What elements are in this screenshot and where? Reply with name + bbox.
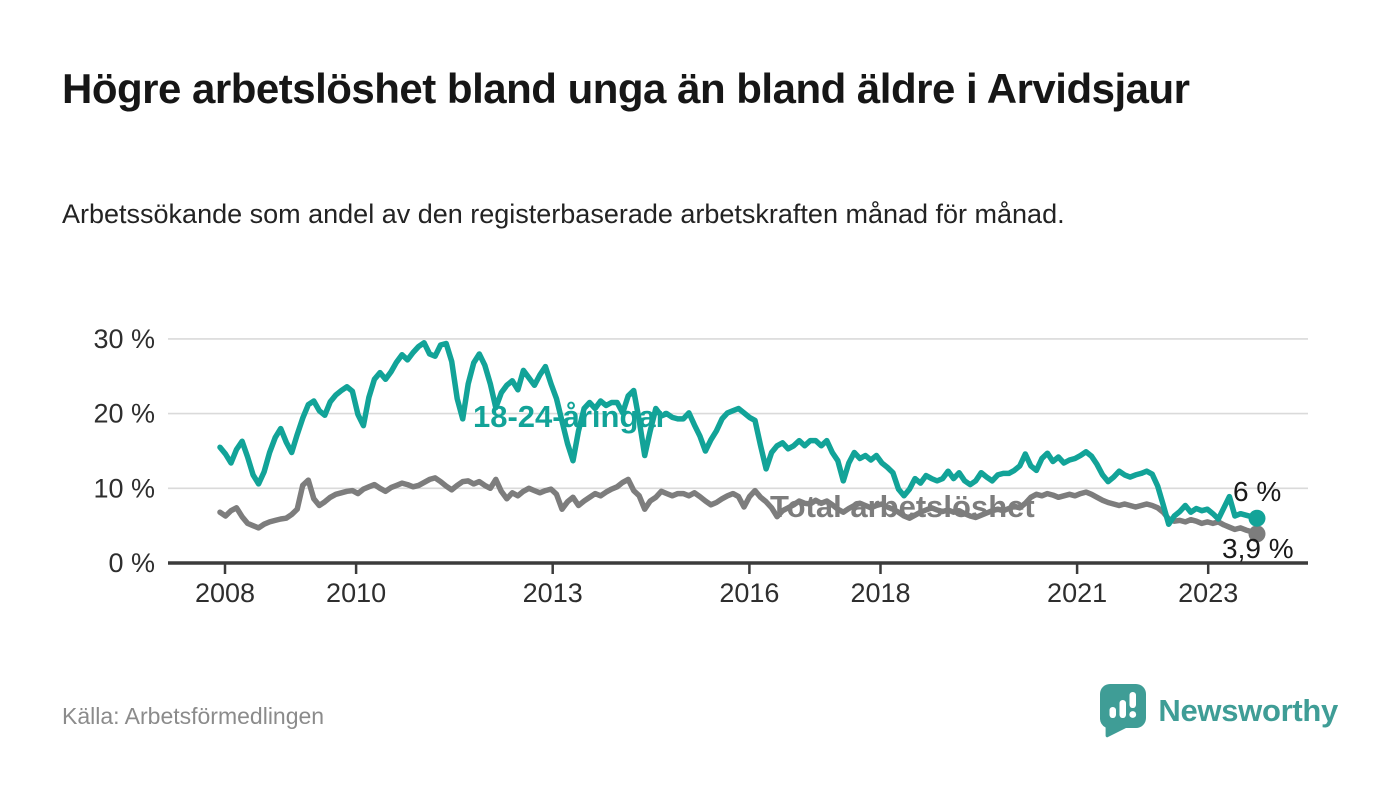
x-tick-label-2013: 2013 — [523, 578, 583, 608]
y-tick-label-10: 10 % — [93, 473, 155, 503]
newsworthy-brand: Newsworthy — [1100, 684, 1338, 738]
y-tick-label-20: 20 % — [93, 399, 155, 429]
x-axis: 2008 2010 2013 2016 2018 2021 2023 — [168, 561, 1308, 608]
series-label-youth: 18-24-åringar — [473, 399, 668, 434]
bar-tall — [1119, 700, 1127, 718]
y-tick-label-0: 0 % — [108, 548, 155, 578]
end-dot-total — [1248, 525, 1266, 543]
end-value-label-youth: 6 % — [1233, 476, 1281, 507]
series-line-18-24-aringar — [217, 340, 1260, 527]
brand-name: Newsworthy — [1158, 693, 1338, 728]
exclamation-bar — [1129, 692, 1137, 708]
x-tick-label-2016: 2016 — [719, 578, 779, 608]
x-tick-label-2023: 2023 — [1178, 578, 1238, 608]
page-title: Högre arbetslöshet bland unga än bland ä… — [62, 65, 1190, 112]
x-tick-label-2018: 2018 — [850, 578, 910, 608]
exclamation-dot — [1129, 711, 1137, 718]
gridlines — [168, 338, 1308, 490]
chart-subtitle: Arbetssökande som andel av den registerb… — [62, 199, 1065, 229]
series-label-total: Total arbetslöshet — [770, 489, 1035, 524]
end-value-label-total: 3,9 % — [1222, 533, 1294, 564]
bar-small — [1109, 707, 1117, 718]
series-line-total-arbetsloshet — [217, 475, 1260, 537]
x-tick-label-2008: 2008 — [195, 578, 255, 608]
x-tick-label-2021: 2021 — [1047, 578, 1107, 608]
source-attribution: Källa: Arbetsförmedlingen — [62, 703, 325, 729]
y-tick-label-30: 30 % — [93, 324, 155, 354]
x-tick-label-2010: 2010 — [326, 578, 386, 608]
end-dot-youth — [1248, 509, 1266, 527]
y-axis: 30 % 20 % 10 % 0 % — [93, 324, 155, 578]
newsworthy-logo-icon — [1100, 684, 1147, 738]
